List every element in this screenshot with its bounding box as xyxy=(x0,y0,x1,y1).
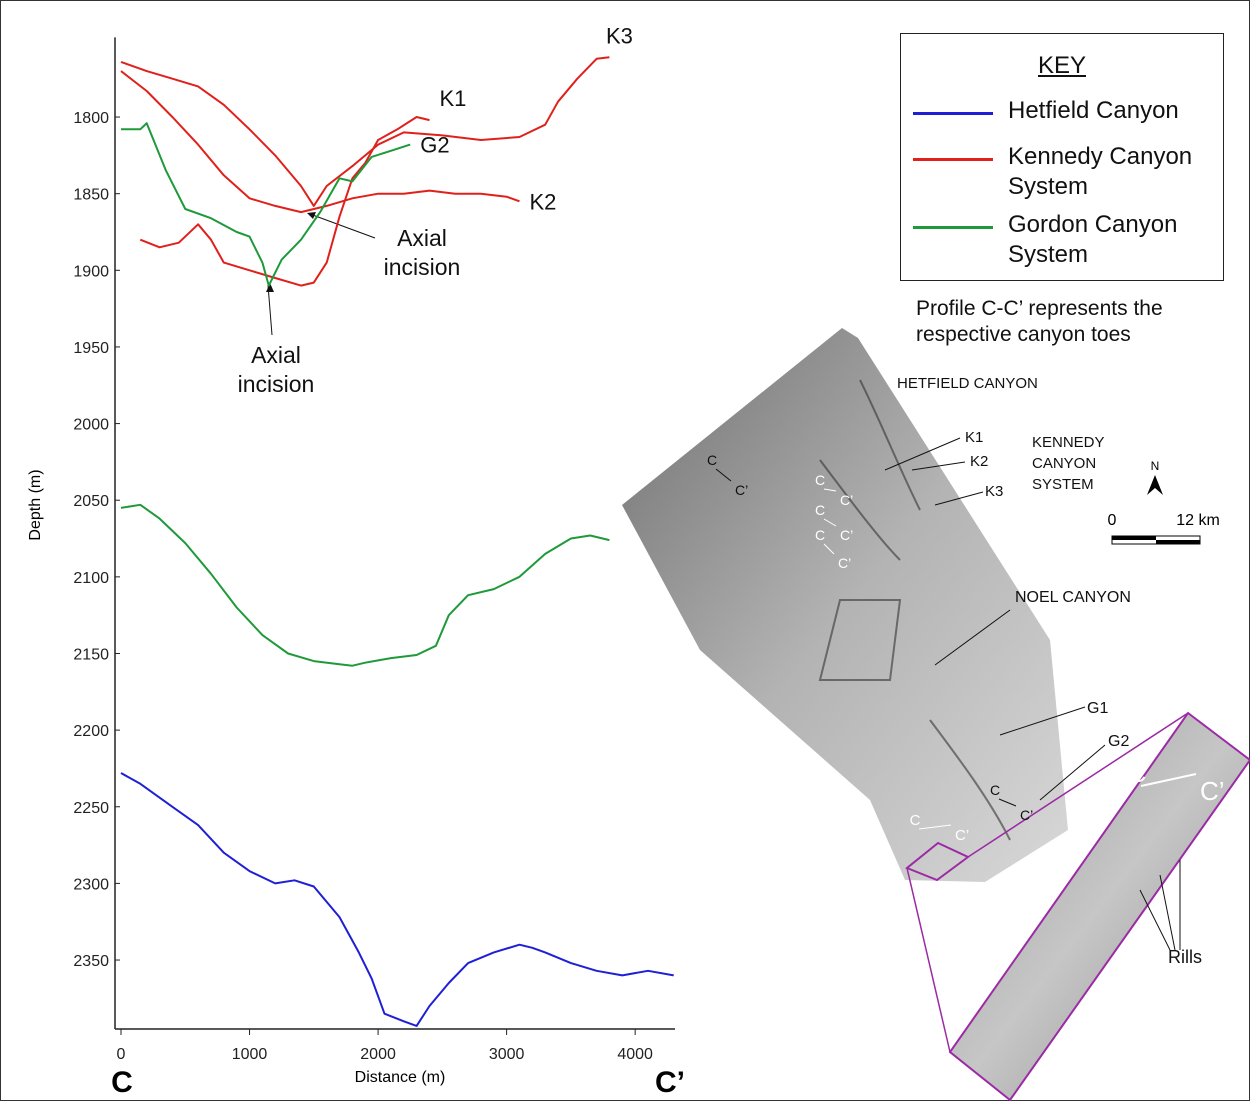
map-label: G1 xyxy=(1087,700,1108,717)
section-start: C xyxy=(815,527,825,543)
map-label: K2 xyxy=(970,453,988,470)
y-tick-label: 1850 xyxy=(73,187,109,204)
section-start: C xyxy=(910,812,921,829)
section-start: C xyxy=(815,502,825,518)
annotation: Axial incision xyxy=(226,341,326,399)
y-tick-label: 2100 xyxy=(73,570,109,587)
legend-title: KEY xyxy=(901,52,1223,80)
scale-bar-segment xyxy=(1156,540,1200,544)
x-axis-label: Distance (m) xyxy=(355,1069,446,1086)
y-tick-label: 2000 xyxy=(73,417,109,434)
section-end: C’ xyxy=(1020,807,1033,823)
y-tick-label: 2050 xyxy=(73,493,109,510)
x-end-label: C’ xyxy=(655,1066,685,1099)
profile-label: K3 xyxy=(606,23,633,48)
section-start: C xyxy=(707,452,717,468)
map-label: K1 xyxy=(965,429,983,446)
figure: HETFIELD CANYON K1 K2 K3 KENNEDYCANYONSYSTEM… xyxy=(0,0,1250,1101)
y-axis-label: Depth (m) xyxy=(27,469,44,540)
legend-swatch xyxy=(913,158,993,161)
section-end: C’ xyxy=(955,827,969,844)
section-end: C’ xyxy=(838,555,851,571)
legend-swatch xyxy=(913,226,993,229)
legend-label: Kennedy Canyon System xyxy=(1008,142,1223,202)
profile-label: K1 xyxy=(439,86,466,111)
y-tick-label: 1950 xyxy=(73,340,109,357)
x-tick-label: 2000 xyxy=(360,1046,396,1063)
legend-label: Gordon Canyon System xyxy=(1008,210,1223,270)
profile-label: G2 xyxy=(420,133,449,158)
section-end: C’ xyxy=(840,492,853,508)
x-tick-label: 4000 xyxy=(617,1046,653,1063)
y-tick-label: 1900 xyxy=(73,263,109,280)
y-tick-label: 2350 xyxy=(73,953,109,970)
y-tick-label: 2250 xyxy=(73,800,109,817)
map-label: HETFIELD CANYON xyxy=(897,375,1038,392)
scale-bar-segment xyxy=(1112,536,1156,540)
north-label: N xyxy=(1151,459,1160,473)
y-tick-label: 2200 xyxy=(73,723,109,740)
legend-swatch xyxy=(913,112,993,115)
section-start: C xyxy=(990,782,1000,798)
map-label: NOEL CANYON xyxy=(1015,589,1131,606)
y-tick-label: 2300 xyxy=(73,876,109,893)
y-tick-label: 2150 xyxy=(73,646,109,663)
note: Profile C-C’ represents the respective c… xyxy=(916,296,1216,348)
y-tick-label: 1800 xyxy=(73,110,109,127)
map-label: K3 xyxy=(985,483,1003,500)
x-tick-label: 1000 xyxy=(232,1046,268,1063)
x-tick-label: 3000 xyxy=(489,1046,525,1063)
x-tick-label: 0 xyxy=(117,1046,126,1063)
map-label: Rills xyxy=(1168,947,1202,967)
scale-label: 0 xyxy=(1108,512,1117,529)
section-start: C xyxy=(815,472,825,488)
section-end: C’ xyxy=(840,527,853,543)
profile-label: K2 xyxy=(529,189,556,214)
section-start: C xyxy=(1128,758,1147,788)
annotation: Axial incision xyxy=(372,224,472,282)
legend-label: Hetfield Canyon xyxy=(1008,96,1223,126)
section-end: C’ xyxy=(1200,776,1225,806)
map-label: G2 xyxy=(1108,733,1129,750)
x-start-label: C xyxy=(111,1066,133,1099)
section-end: C’ xyxy=(735,482,748,498)
scale-label: 12 km xyxy=(1176,512,1220,529)
legend: KEY Hetfield Canyon Kennedy Canyon System… xyxy=(900,33,1224,281)
